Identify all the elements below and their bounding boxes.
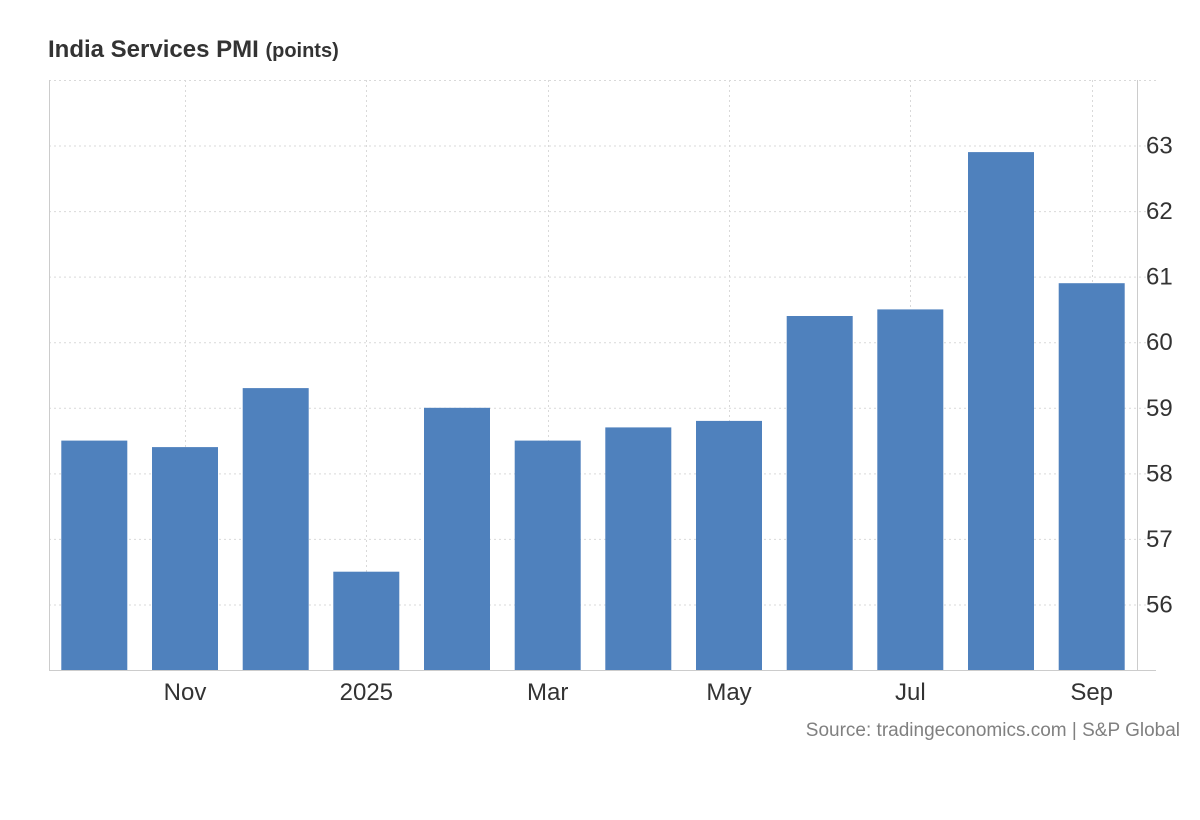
bar (1058, 283, 1125, 670)
bar (514, 440, 581, 670)
x-axis-ticks: Nov 2025 Mar May Jul Sep (164, 679, 1113, 706)
bar (333, 571, 400, 670)
bar (61, 440, 128, 670)
y-axis-ticks: 56 57 58 59 60 61 62 63 (1146, 133, 1173, 619)
y-tick-label: 60 (1146, 329, 1173, 356)
x-tick-label: Nov (164, 679, 207, 706)
x-tick-label: May (706, 679, 751, 706)
x-tick-label: Jul (895, 679, 926, 706)
y-tick-label: 57 (1146, 526, 1173, 553)
y-tick-label: 56 (1146, 591, 1173, 618)
bar (152, 447, 218, 670)
bar (786, 316, 853, 670)
bar (605, 427, 672, 670)
bar (877, 309, 944, 670)
y-tick-label: 62 (1146, 198, 1173, 225)
bar (696, 420, 762, 670)
y-tick-label: 59 (1146, 395, 1173, 422)
source-note: Source: tradingeconomics.com | S&P Globa… (805, 720, 1180, 741)
y-tick-label: 63 (1146, 133, 1173, 160)
bars (61, 152, 1125, 671)
x-tick-label: Mar (527, 679, 568, 706)
bar (424, 407, 490, 670)
chart-title-unit: (points) (265, 40, 339, 62)
plot-frame (49, 80, 1156, 671)
bar (968, 152, 1034, 671)
x-tick-label: Sep (1070, 679, 1113, 706)
y-tick-label: 61 (1146, 264, 1173, 291)
chart-title-text: India Services PMI (48, 36, 259, 63)
chart-title: India Services PMI (points) (48, 36, 339, 64)
bar (242, 388, 309, 670)
y-tick-label: 58 (1146, 460, 1173, 487)
x-tick-label: 2025 (340, 679, 393, 706)
